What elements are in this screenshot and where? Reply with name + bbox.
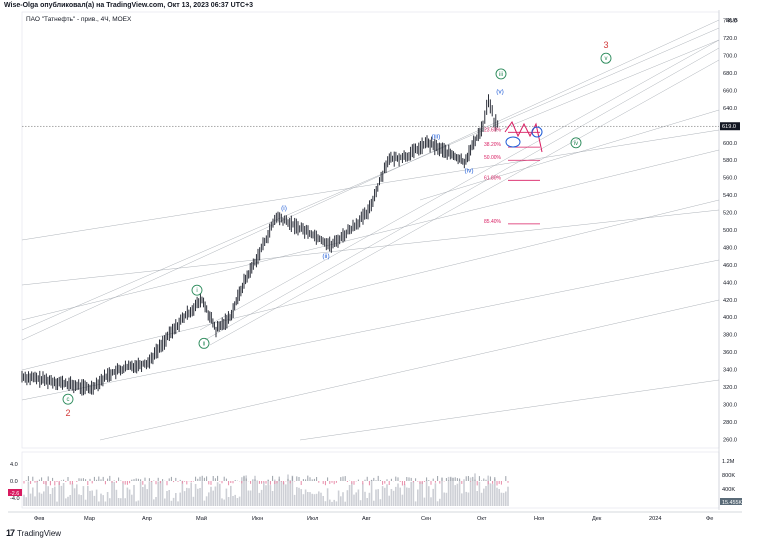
y-tick-label: 260.0: [723, 437, 737, 443]
tradingview-logo-icon: 17: [6, 528, 15, 538]
y-tick-label: 440.0: [723, 280, 737, 286]
projection-path: [504, 120, 543, 153]
trend-line: [21, 149, 720, 321]
trend-line: [299, 379, 720, 441]
trend-line: [99, 299, 720, 441]
y-tick-label: 280.0: [723, 420, 737, 426]
wave-label-circle: [62, 393, 74, 405]
wave-label-circle: [570, 137, 582, 149]
trend-line: [21, 19, 720, 341]
y-tick-label: 680.0: [723, 71, 737, 77]
target-circle-left: [505, 136, 521, 148]
y-tick-label: 560.0: [723, 176, 737, 182]
y-tick-label: 420.0: [723, 298, 737, 304]
indicator-pane-frame: [21, 451, 720, 509]
trend-line: [21, 259, 720, 401]
y-tick-label: 660.0: [723, 88, 737, 94]
wave-label: (v): [496, 88, 504, 95]
y-tick-label: 540.0: [723, 193, 737, 199]
y-tick-label: 340.0: [723, 368, 737, 374]
osc-marker-value: -2.6: [10, 491, 19, 497]
wave-label: (ii): [322, 253, 329, 260]
y-tick-label: 740.0: [723, 19, 737, 25]
y-tick-label: 320.0: [723, 385, 737, 391]
footer: 17 TradingView: [6, 528, 61, 538]
x-tick-label: Мар: [84, 516, 95, 522]
wave-label: (iv): [464, 168, 473, 175]
trend-line: [21, 199, 720, 371]
x-tick-label: Май: [196, 515, 207, 522]
y-tick-label: 640.0: [723, 106, 737, 112]
y-tick-label: 720.0: [723, 36, 737, 42]
fib-level-label: 38.20%: [484, 142, 502, 148]
wave-label: ii: [203, 341, 206, 347]
volume-marker-value: 15.455K: [722, 500, 742, 506]
y-tick-label: 500.0: [723, 228, 737, 234]
fib-level-label: 50.00%: [484, 155, 502, 161]
osc-tick-label: 0.0: [10, 479, 18, 485]
x-tick-label: Июл: [307, 516, 318, 522]
y-tick-label: 520.0: [723, 211, 737, 217]
trend-line: [21, 27, 720, 331]
trend-line: [204, 47, 720, 341]
footer-brand: TradingView: [17, 528, 62, 538]
symbol-line: ПАО "Татнефть" - прив., 4Ч, MOEX: [26, 16, 132, 23]
wave-label: (iii): [432, 134, 441, 141]
y-tick-label: 460.0: [723, 263, 737, 269]
wave-label: c: [67, 397, 70, 403]
x-tick-label: Авг: [362, 516, 371, 522]
y-tick-label: 300.0: [723, 402, 737, 408]
currency-label: RUB: [726, 18, 738, 24]
wave-label: iii: [499, 72, 503, 78]
trend-line: [21, 209, 720, 286]
osc-tick-label: 4.0: [10, 462, 18, 468]
main-pane-frame: [21, 11, 720, 449]
y-tick-label: 580.0: [723, 158, 737, 164]
volume-tick-label: 1.2M: [722, 459, 735, 465]
wave-label: v: [605, 56, 608, 62]
x-tick-label: Фе: [706, 516, 713, 522]
trend-line: [199, 39, 720, 331]
x-tick-label: Сен: [421, 516, 431, 522]
y-tick-label: 600.0: [723, 141, 737, 147]
fib-level-label: 61.80%: [484, 175, 502, 181]
osc-tick-label: -4.0: [10, 496, 20, 502]
wave-label-major: 2: [65, 408, 70, 418]
x-tick-label: 2024: [649, 516, 661, 522]
wave-label-circle: [495, 68, 507, 80]
trend-line: [499, 39, 720, 131]
current-price-value: 619.0: [722, 124, 736, 130]
x-tick-label: Июн: [252, 516, 263, 522]
y-tick-label: 480.0: [723, 245, 737, 251]
published-by-header: Wise-Olga опубликовал(а) на TradingView.…: [4, 2, 254, 9]
x-tick-label: Окт: [477, 516, 487, 522]
y-tick-label: 360.0: [723, 350, 737, 356]
volume-tick-label: 400K: [722, 487, 735, 493]
osc-marker-badge: [8, 489, 22, 496]
wave-label: (i): [281, 205, 287, 212]
volume-tick-label: 800K: [722, 473, 735, 479]
wave-label-circle: [191, 284, 203, 296]
wave-label-circle: [198, 337, 210, 349]
trend-line: [209, 59, 720, 346]
wave-label: i: [196, 288, 197, 294]
trend-line: [21, 129, 720, 241]
target-circle-right: [531, 126, 543, 138]
fib-level-label: 85.40%: [484, 219, 502, 225]
x-tick-label: Ноя: [534, 516, 544, 522]
wave-label-circle: [600, 52, 612, 64]
x-tick-label: Дек: [592, 516, 602, 522]
y-tick-label: 400.0: [723, 315, 737, 321]
wave-label: iv: [574, 141, 578, 147]
trend-line: [419, 109, 720, 201]
volume-marker-badge: [720, 498, 742, 505]
y-tick-label: 380.0: [723, 333, 737, 339]
x-tick-label: Фев: [34, 516, 44, 522]
x-tick-label: Апр: [142, 516, 152, 522]
fib-level-label: 23.60%: [484, 127, 502, 133]
y-tick-label: 700.0: [723, 54, 737, 60]
current-price-badge: [720, 122, 740, 131]
wave-label-major: 3: [603, 40, 608, 50]
